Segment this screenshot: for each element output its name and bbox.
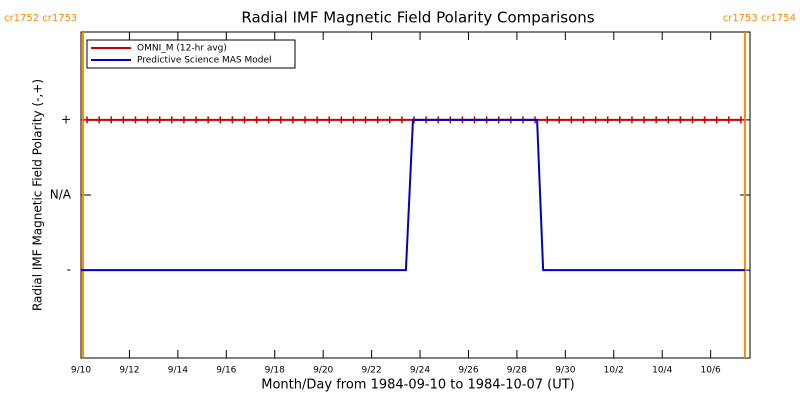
plus-marker [628, 116, 636, 124]
x-tick-label: 9/22 [361, 366, 381, 376]
plus-marker [640, 116, 648, 124]
x-tick-label: 10/6 [701, 366, 721, 376]
plus-marker [676, 116, 684, 124]
plus-marker [325, 116, 333, 124]
plus-marker [95, 116, 103, 124]
chart-title: Radial IMF Magnetic Field Polarity Compa… [241, 9, 594, 27]
plus-marker [398, 116, 406, 124]
x-axis-label: Month/Day from 1984-09-10 to 1984-10-07 … [261, 378, 574, 393]
x-tick-label: 10/4 [652, 366, 672, 376]
plus-marker [289, 116, 297, 124]
legend-label: Predictive Science MAS Model [137, 56, 272, 66]
plus-marker [349, 116, 357, 124]
plus-marker [240, 116, 248, 124]
plus-marker [228, 116, 236, 124]
plus-marker [616, 116, 624, 124]
plus-marker [192, 116, 200, 124]
y-tick-label: - [67, 263, 71, 277]
x-tick-label: 9/18 [265, 366, 285, 376]
x-tick-label: 9/26 [458, 366, 478, 376]
legend-label: OMNI_M (12-hr avg) [137, 44, 227, 54]
plus-marker [580, 116, 588, 124]
plus-marker [107, 116, 115, 124]
plus-marker [713, 116, 721, 124]
plus-marker [374, 116, 382, 124]
x-tick-label: 9/16 [216, 366, 236, 376]
plus-marker [131, 116, 139, 124]
plus-marker [119, 116, 127, 124]
series-line [81, 118, 745, 272]
plus-marker [567, 116, 575, 124]
x-tick-label: 10/2 [604, 366, 624, 376]
plus-marker [604, 116, 612, 124]
plus-marker [664, 116, 672, 124]
plus-marker [180, 116, 188, 124]
plus-marker [156, 116, 164, 124]
plus-marker [253, 116, 261, 124]
plus-marker [386, 116, 394, 124]
carrington-label: cr1753 cr1754 [723, 13, 796, 24]
plus-marker [652, 116, 660, 124]
plus-marker [543, 116, 551, 124]
x-tick-label: 9/28 [507, 366, 527, 376]
plus-marker [701, 116, 709, 124]
x-tick-label: 9/14 [168, 366, 188, 376]
legend-box [86, 39, 296, 69]
plus-marker [688, 116, 696, 124]
plus-marker [265, 116, 273, 124]
plus-marker [301, 116, 309, 124]
plus-marker [204, 116, 212, 124]
y-tick-label: N/A [50, 188, 72, 202]
plus-marker [313, 116, 321, 124]
x-tick-label: 9/12 [119, 366, 139, 376]
plus-marker [168, 116, 176, 124]
x-tick-label: 9/24 [410, 366, 430, 376]
x-tick-label: 9/30 [555, 366, 575, 376]
plus-marker [592, 116, 600, 124]
plus-marker [337, 116, 345, 124]
plus-marker [277, 116, 285, 124]
plus-marker [555, 116, 563, 124]
x-tick-label: 9/20 [313, 366, 333, 376]
y-axis-label: Radial IMF Magnetic Field Polarity (-,+) [31, 79, 45, 311]
plus-marker [83, 116, 91, 124]
plus-marker [725, 116, 733, 124]
plus-marker [216, 116, 224, 124]
y-tick-label: + [61, 112, 71, 126]
plus-marker [144, 116, 152, 124]
x-tick-label: 9/10 [71, 366, 91, 376]
carrington-label: cr1752 cr1753 [4, 13, 77, 24]
plus-marker [737, 116, 745, 124]
plus-marker [362, 116, 370, 124]
